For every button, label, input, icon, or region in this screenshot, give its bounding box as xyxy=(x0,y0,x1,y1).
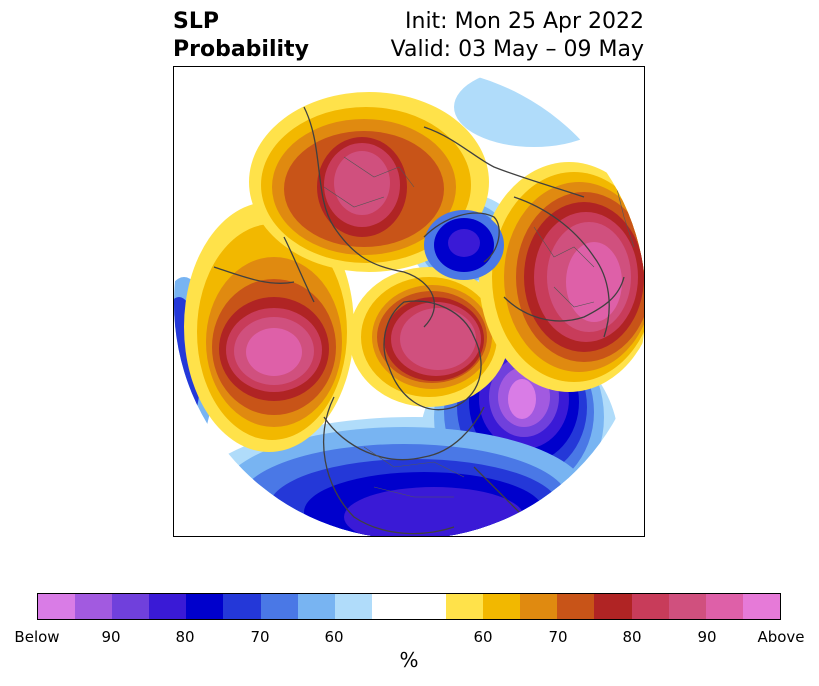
colorbar-segment xyxy=(260,594,298,619)
colorbar-unit: % xyxy=(399,648,419,672)
colorbar-tick: 80 xyxy=(622,628,642,646)
colorbar-segment xyxy=(705,594,743,619)
colorbar-tick: 90 xyxy=(697,628,717,646)
colorbar-segment xyxy=(75,594,113,619)
map-canvas xyxy=(174,67,644,536)
colorbar-segment xyxy=(112,594,150,619)
colorbar-segment xyxy=(186,594,224,619)
chart-title: SLP Probability xyxy=(173,8,309,64)
polar-map xyxy=(173,66,645,537)
high-probability-central xyxy=(349,267,509,407)
colorbar-segment xyxy=(631,594,669,619)
colorbar-segment xyxy=(334,594,372,619)
colorbar-segment xyxy=(371,594,447,619)
chart-dates: Init: Mon 25 Apr 2022 Valid: 03 May – 09… xyxy=(391,8,644,64)
high-probability-east xyxy=(479,162,644,392)
colorbar-segment xyxy=(223,594,261,619)
high-probability-north xyxy=(249,92,489,272)
init-date: Init: Mon 25 Apr 2022 xyxy=(405,9,644,34)
colorbar-segment xyxy=(594,594,632,619)
colorbar-segment xyxy=(742,594,780,619)
colorbar-tick: 80 xyxy=(175,628,195,646)
colorbar-segment xyxy=(446,594,484,619)
low-probability-arctic-core xyxy=(424,210,504,280)
colorbar-segment xyxy=(520,594,558,619)
valid-range: Valid: 03 May – 09 May xyxy=(390,37,644,62)
colorbar xyxy=(37,593,781,620)
colorbar-tick: Above xyxy=(757,628,805,646)
colorbar-tick: 70 xyxy=(548,628,568,646)
below-zone-north xyxy=(454,67,614,147)
colorbar-segment xyxy=(668,594,706,619)
colorbar-segment xyxy=(557,594,595,619)
colorbar-segment xyxy=(38,594,76,619)
title-variable: SLP xyxy=(173,9,219,34)
colorbar-tick: 90 xyxy=(101,628,121,646)
colorbar-tick: Below xyxy=(14,628,60,646)
colorbar-tick: 70 xyxy=(250,628,270,646)
colorbar-tick: 60 xyxy=(324,628,344,646)
borders xyxy=(323,156,635,498)
high-probability-pacific xyxy=(184,202,354,452)
colorbar-segment xyxy=(149,594,187,619)
title-type: Probability xyxy=(173,37,309,62)
colorbar-tick: 60 xyxy=(473,628,493,646)
colorbar-segment xyxy=(297,594,335,619)
colorbar-segment xyxy=(483,594,521,619)
